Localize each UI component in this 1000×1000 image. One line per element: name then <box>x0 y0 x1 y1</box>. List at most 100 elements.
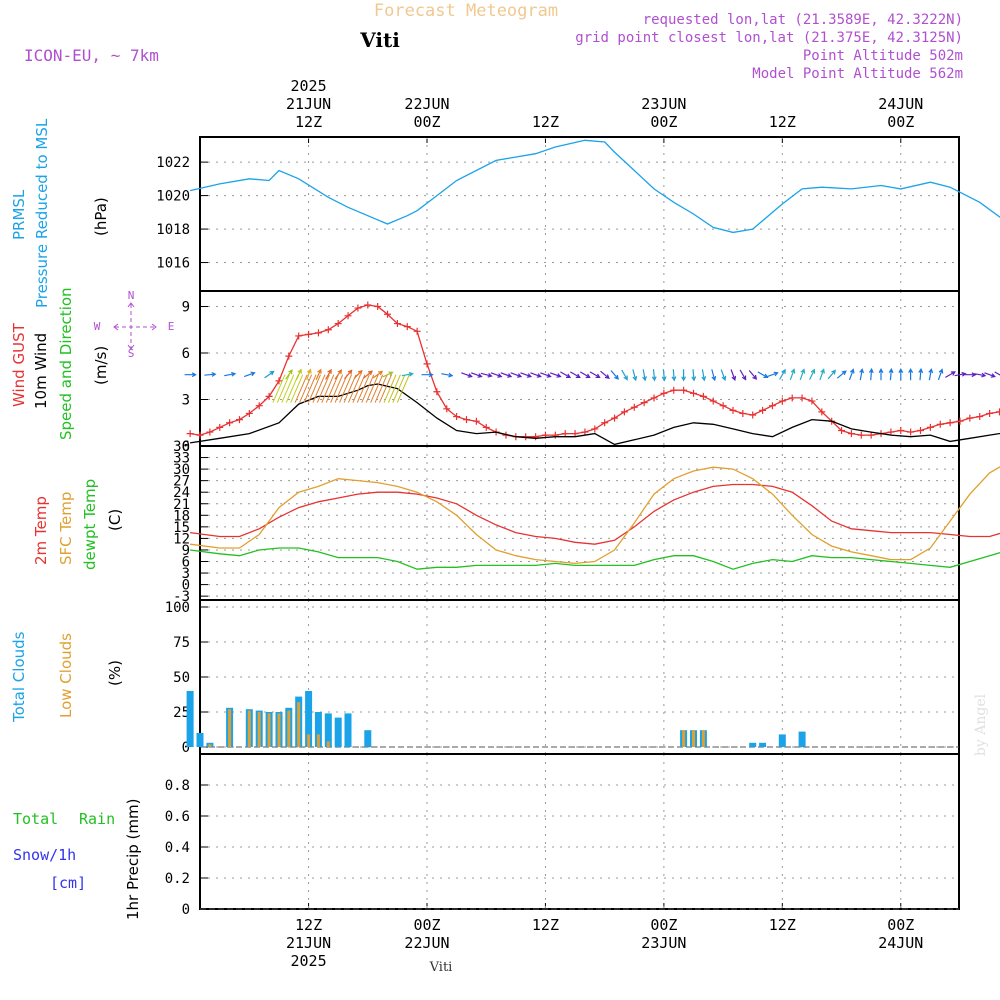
low-cloud-bar <box>208 744 212 747</box>
series-prmsl <box>189 139 1000 234</box>
hatch-line <box>281 374 295 403</box>
wind-arrow <box>579 371 591 378</box>
gust-marker <box>630 403 638 411</box>
gust-label: Wind GUST <box>10 322 28 407</box>
gust-marker <box>640 399 648 407</box>
gust-marker <box>472 417 480 425</box>
wind-arrow <box>954 371 967 377</box>
total-cloud-bar <box>364 730 372 747</box>
watermark: by Angel <box>973 693 989 756</box>
total-cloud-bar <box>314 712 322 747</box>
wind-arrow <box>224 371 237 377</box>
wind-panel-labels: Wind GUST 10m Wind Speed and Direction (… <box>10 287 174 440</box>
wind-speed-dir-label: Speed and Direction <box>57 287 75 440</box>
wind-direction-arrows <box>184 367 1000 382</box>
hatch-line <box>294 374 308 403</box>
pressure-panel: 1016 1018 1020 1022 <box>156 136 1000 292</box>
gust-marker <box>196 431 204 439</box>
time-axis-label: 21JUN <box>286 934 331 952</box>
gust-marker <box>749 411 757 419</box>
wind-ytick-label: 6 <box>182 346 190 362</box>
precip-panel: 0 0.2 0.4 0.6 0.8 <box>165 753 960 918</box>
time-axis-label: 23JUN <box>641 95 686 113</box>
gust-marker <box>571 430 579 438</box>
gust-marker <box>897 427 905 434</box>
gust-marker <box>778 397 786 405</box>
gridpoint-coords: grid point closest lon,lat (21.375E, 42.… <box>575 30 963 46</box>
series-dewpt-temp <box>190 547 1000 570</box>
gust-marker <box>847 430 855 438</box>
compass-rose: N S W E <box>94 289 175 360</box>
wind-arrow <box>363 370 373 379</box>
gust-marker <box>887 428 895 436</box>
model-altitude: Model Point Altitude 562m <box>752 66 963 82</box>
location-title: Viti <box>359 28 400 52</box>
gust-marker <box>364 301 372 309</box>
temperature-ytick-label: 30 <box>173 462 190 478</box>
hatch-line <box>334 374 348 403</box>
time-axis-label: 00Z <box>650 916 677 934</box>
wind-arrow <box>918 367 924 381</box>
precip-ytick-label: 0.8 <box>165 778 190 794</box>
wind-arrow <box>779 368 786 380</box>
gust-marker <box>699 392 707 400</box>
time-axis-label: 21JUN <box>286 95 331 113</box>
gust-marker <box>532 433 540 441</box>
wind-arrow <box>632 369 638 382</box>
point-altitude: Point Altitude 502m <box>803 48 963 64</box>
chart-title: Forecast Meteogram <box>374 1 558 21</box>
hatch-line <box>356 374 370 403</box>
wind-arrow <box>974 372 987 378</box>
wind-arrow <box>285 369 293 380</box>
wind-arrow <box>372 370 384 379</box>
wind-arrow <box>739 369 747 381</box>
low-cloud-bar <box>692 730 695 747</box>
temperature-ytick-label: 9 <box>182 543 190 559</box>
total-cloud-bar <box>798 731 806 747</box>
wind-unit-label: (m/s) <box>92 346 110 385</box>
pressure-desc-label: Pressure Reduced to MSL <box>33 118 51 308</box>
wind-arrow <box>480 372 493 378</box>
gust-marker <box>976 413 984 421</box>
time-axis-label: 2025 <box>291 952 327 970</box>
gust-marker <box>551 431 559 439</box>
gust-marker <box>255 402 263 410</box>
wind-arrow <box>661 369 667 382</box>
wind-arrow <box>691 369 697 382</box>
wind-arrow <box>888 367 894 381</box>
wind-arrow <box>994 371 1000 376</box>
cloud-unit-label: (%) <box>106 660 124 686</box>
hatch-line <box>312 374 326 403</box>
gust-marker <box>285 352 293 360</box>
gust-marker <box>739 409 747 417</box>
time-axis-label: 2025 <box>291 77 327 95</box>
wind-arrow <box>809 368 816 380</box>
gust-marker <box>808 397 816 405</box>
total-cloud-bar <box>344 713 352 747</box>
gust-marker <box>907 428 915 436</box>
time-axis-label: 24JUN <box>878 934 923 952</box>
low-clouds-label: Low Clouds <box>57 633 75 718</box>
time-axis-label: 23JUN <box>641 934 686 952</box>
low-cloud-bar <box>316 734 320 747</box>
precip-ytick-label: 0.6 <box>165 809 190 825</box>
temperature-ytick-label: 0 <box>182 578 190 594</box>
wind-arrow <box>461 372 473 378</box>
gust-marker <box>186 430 194 438</box>
gust-marker <box>245 409 253 417</box>
clouds-ytick-label: 100 <box>165 600 190 616</box>
hatch-line <box>308 374 321 403</box>
compass-s: S <box>128 347 135 360</box>
wind-arrow <box>898 367 904 381</box>
time-axis-label: 00Z <box>887 113 914 131</box>
clouds-panel: 0 25 50 75 100 <box>165 599 960 756</box>
pressure-ytick-label: 1016 <box>156 256 190 272</box>
precip-frame <box>199 753 960 910</box>
gust-marker <box>670 386 678 394</box>
gust-marker <box>344 312 352 320</box>
hatch-line <box>276 374 290 403</box>
gust-marker <box>620 408 628 416</box>
cloud-panel-labels: Total Clouds Low Clouds (%) <box>10 631 124 723</box>
wind-arrow <box>681 369 687 382</box>
